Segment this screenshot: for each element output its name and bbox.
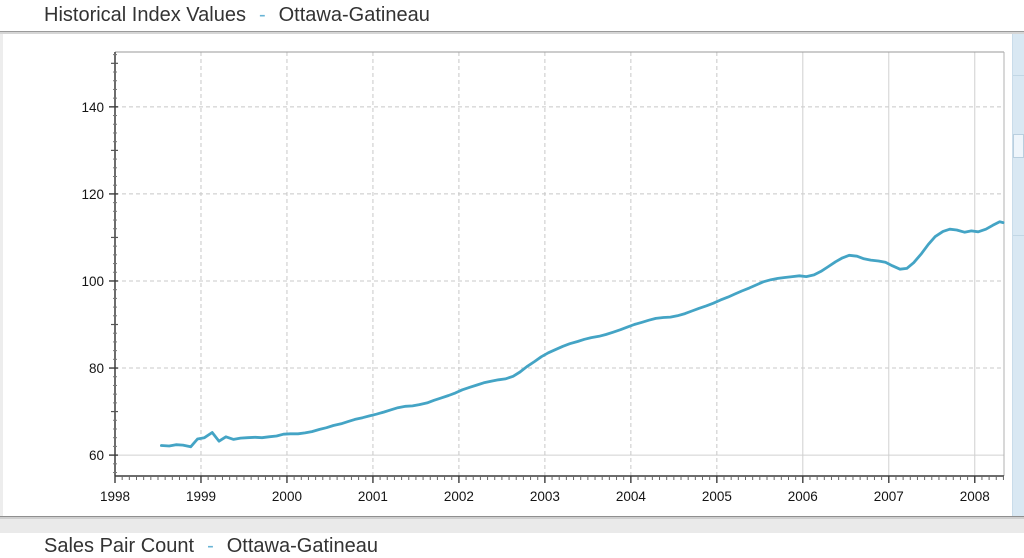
next-section-title: Sales Pair Count - Ottawa-Gatineau [44,535,378,558]
chart-title-bar: Historical Index Values - Ottawa-Gatineau [0,0,1024,31]
x-tick-label: 2006 [788,489,818,504]
right-scrollbar-track[interactable] [1012,34,1024,516]
next-title-region: Ottawa-Gatineau [226,535,378,557]
scrollbar-thumb[interactable] [1013,134,1024,158]
bottom-divider [0,516,1024,533]
top-divider [0,31,1024,34]
x-tick-label: 2008 [960,489,990,504]
y-tick-label: 60 [89,448,104,463]
y-tick-label: 100 [81,274,104,289]
scroll-strip-line [1013,235,1024,236]
x-tick-label: 1999 [186,489,216,504]
page-title: Historical Index Values - Ottawa-Gatineau [44,4,430,27]
left-edge-border [0,34,3,516]
title-metric: Historical Index Values [44,4,246,26]
next-title-metric: Sales Pair Count [44,535,195,557]
x-tick-label: 2003 [530,489,560,504]
y-tick-label: 80 [89,361,104,376]
y-tick-label: 140 [81,100,104,115]
x-tick-label: 2005 [702,489,732,504]
title-region: Ottawa-Gatineau [278,4,430,26]
next-section-title-bar: Sales Pair Count - Ottawa-Gatineau [0,533,1024,557]
index-value-line [159,220,1005,449]
title-separator: - [258,4,266,26]
x-tick-label: 2002 [444,489,474,504]
index-history-chart: 1998 1999 2000 2001 2002 2003 2004 2005 2006 2007… [81,51,1005,504]
scroll-strip-line [1013,75,1024,76]
x-tick-label: 2000 [272,489,302,504]
y-tick-label: 120 [81,187,104,202]
next-title-separator: - [207,535,214,557]
x-tick-label: 1998 [100,489,130,504]
x-tick-label: 2004 [616,489,647,504]
x-tick-label: 2001 [358,489,388,504]
x-tick-label: 2007 [874,489,904,504]
